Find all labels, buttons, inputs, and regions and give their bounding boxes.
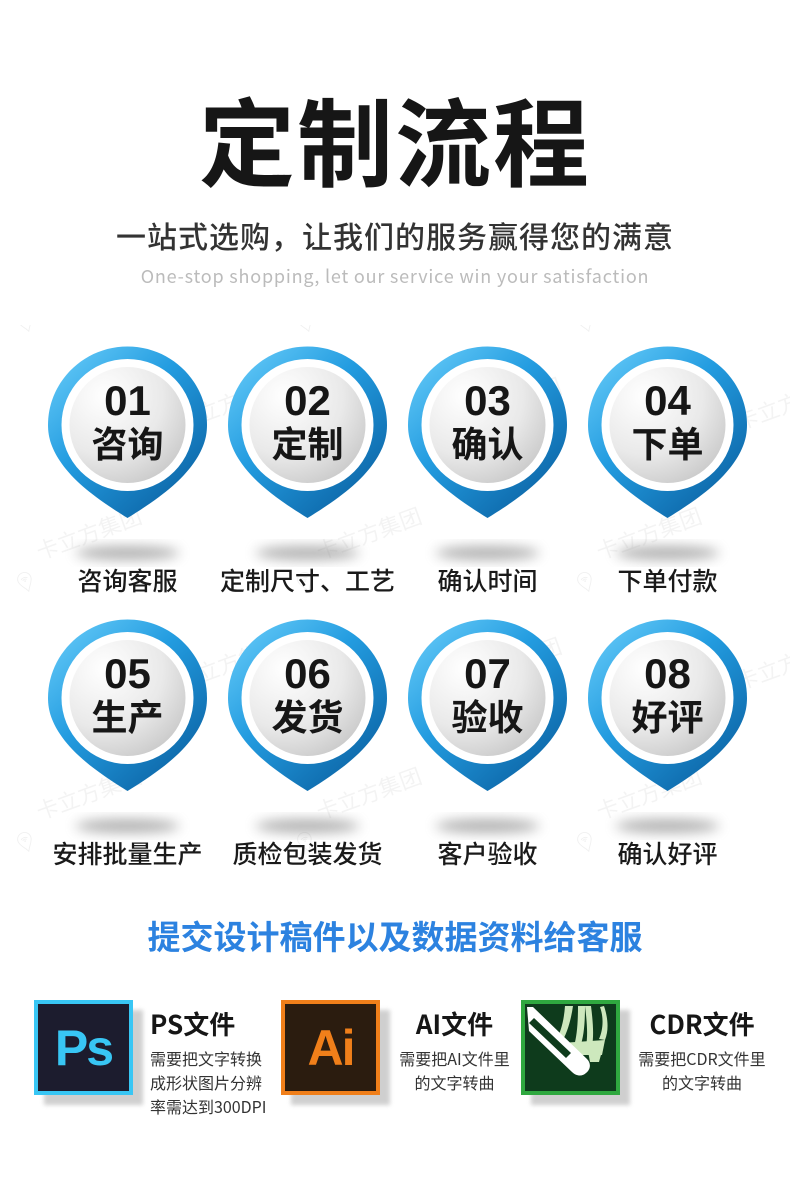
svg-text:好评: 好评: [631, 689, 703, 741]
svg-text:生产: 生产: [91, 689, 163, 741]
svg-text:咨询: 咨询: [91, 416, 163, 468]
svg-text:验收: 验收: [451, 689, 523, 741]
svg-text:定制: 定制: [271, 416, 343, 468]
svg-text:下单: 下单: [631, 416, 703, 468]
svg-text:发货: 发货: [271, 689, 343, 741]
svg-text:确认: 确认: [451, 416, 523, 468]
